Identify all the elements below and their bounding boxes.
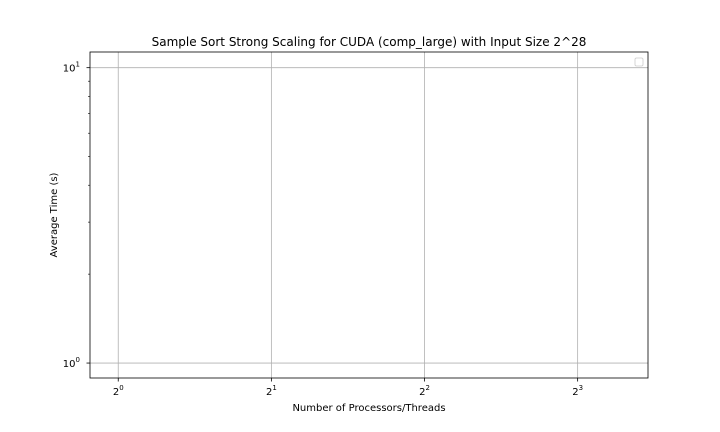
axes-frame xyxy=(89,51,649,379)
chart-title: Sample Sort Strong Scaling for CUDA (com… xyxy=(152,35,587,49)
plot-area xyxy=(89,51,649,379)
plot-background xyxy=(90,52,648,378)
x-axis-label: Number of Processors/Threads xyxy=(292,403,445,414)
x-tick-label-0: 20 xyxy=(113,384,124,398)
x-tick-label-2: 22 xyxy=(419,384,430,398)
grid-lines xyxy=(90,52,648,378)
y-axis: 100 101 xyxy=(63,61,90,370)
x-tick-label-3: 23 xyxy=(572,384,583,398)
legend-box[interactable] xyxy=(634,57,644,67)
x-axis: 20 21 22 23 xyxy=(113,378,583,398)
y-axis-label: Average Time (s) xyxy=(49,172,60,257)
y-tick-label-1: 101 xyxy=(63,61,80,75)
x-tick-label-1: 21 xyxy=(266,384,277,398)
y-tick-label-0: 100 xyxy=(63,356,80,370)
